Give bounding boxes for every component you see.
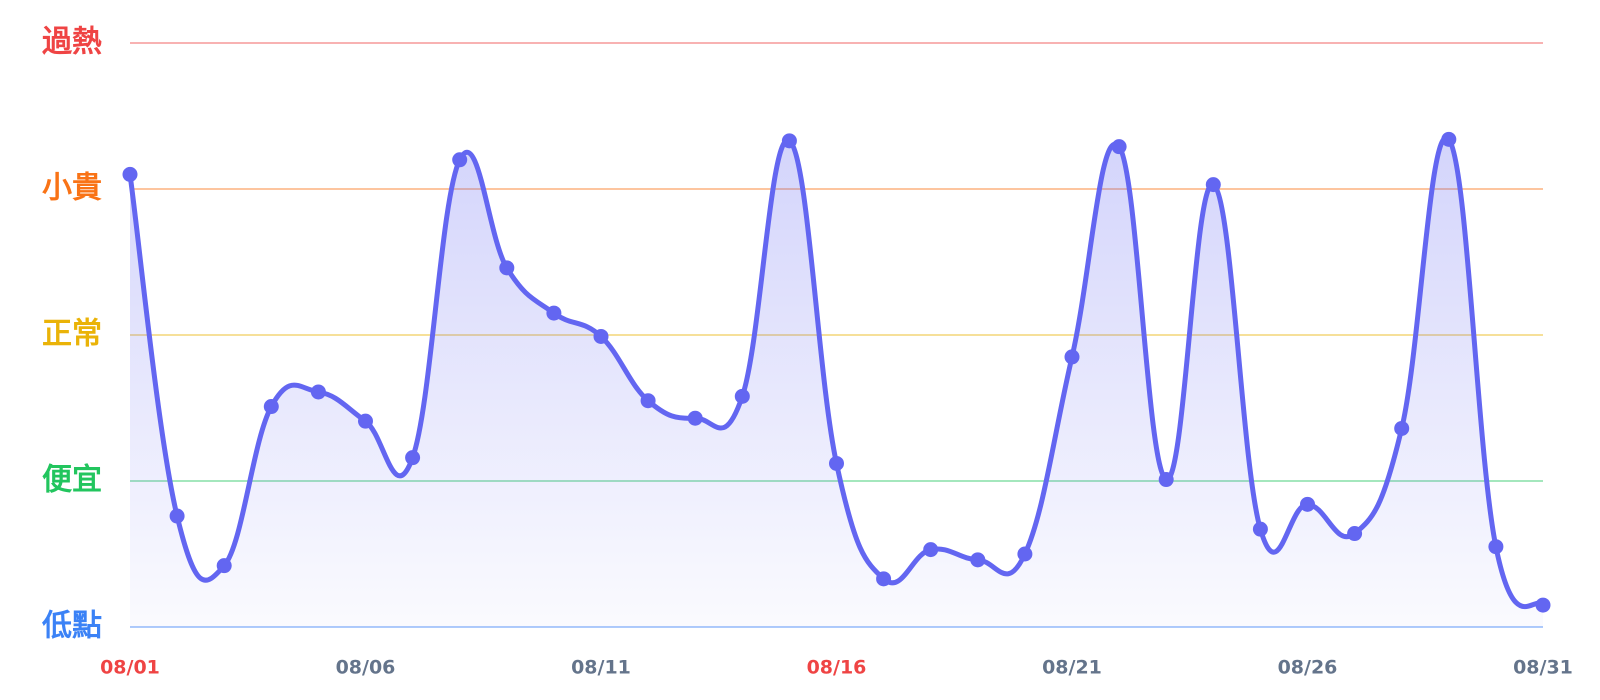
x-tick-label: 08/01 xyxy=(100,657,160,679)
point xyxy=(1017,546,1033,562)
y-tick-label: 便宜 xyxy=(42,463,102,498)
point xyxy=(1158,472,1174,488)
point xyxy=(734,388,750,404)
y-tick-label: 低點 xyxy=(41,609,102,644)
point xyxy=(1347,526,1363,542)
y-tick-label: 過熱 xyxy=(42,25,102,60)
point xyxy=(310,384,326,400)
point xyxy=(1205,177,1221,193)
x-tick-label: 08/11 xyxy=(571,657,631,679)
x-tick-label: 08/06 xyxy=(336,657,396,679)
point xyxy=(1252,521,1268,537)
point xyxy=(1441,131,1457,147)
point xyxy=(452,152,468,168)
point xyxy=(923,542,939,558)
point xyxy=(216,558,232,574)
point xyxy=(640,393,656,409)
x-tick-label: 08/21 xyxy=(1042,657,1102,679)
point xyxy=(593,328,609,344)
point xyxy=(1535,597,1551,613)
point xyxy=(1111,139,1127,155)
point xyxy=(358,413,373,429)
point xyxy=(970,552,986,568)
point xyxy=(1064,349,1080,365)
y-tick-label: 正常 xyxy=(42,317,102,352)
x-tick-label: 08/26 xyxy=(1278,657,1338,679)
point xyxy=(1394,420,1410,436)
y-tick-label: 小貴 xyxy=(42,171,102,206)
point xyxy=(122,166,138,182)
point xyxy=(263,399,279,415)
point xyxy=(1488,539,1504,555)
point xyxy=(546,305,562,321)
x-tick-label: 08/16 xyxy=(807,657,867,679)
point xyxy=(829,455,844,471)
point xyxy=(499,260,515,276)
point xyxy=(405,450,421,466)
point xyxy=(687,410,703,426)
point xyxy=(1300,496,1315,512)
point xyxy=(876,571,892,587)
area xyxy=(130,137,1543,627)
point xyxy=(169,508,185,524)
point xyxy=(781,133,797,149)
x-tick-label: 08/31 xyxy=(1513,657,1573,679)
